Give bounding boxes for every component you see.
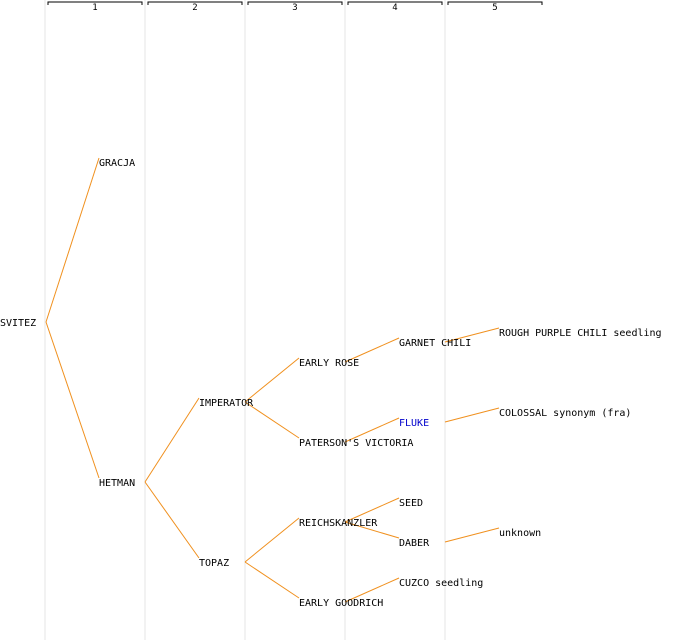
node-label-seed: SEED bbox=[399, 498, 423, 509]
tree-edge bbox=[344, 417, 400, 443]
node-label-unknown: unknown bbox=[499, 528, 541, 539]
node-label-fluke[interactable]: FLUKE bbox=[399, 418, 429, 429]
node-label-rough-purple-chili: ROUGH PURPLE CHILI seedling bbox=[499, 328, 662, 339]
tree-edge bbox=[244, 357, 300, 403]
tree-edges bbox=[45, 157, 500, 603]
column-header-number: 5 bbox=[492, 3, 497, 13]
tree-edge bbox=[344, 577, 400, 603]
node-label-gracja: GRACJA bbox=[99, 158, 135, 169]
tree-edge bbox=[144, 397, 200, 483]
column-header-number: 2 bbox=[192, 3, 197, 13]
column-header-number: 3 bbox=[292, 3, 297, 13]
tree-edge bbox=[45, 157, 100, 323]
tree-edge bbox=[444, 327, 500, 343]
node-label-patersons-victoria: PATERSON'S VICTORIA bbox=[299, 438, 413, 449]
column-header-number: 1 bbox=[92, 3, 97, 13]
tree-edge bbox=[244, 517, 300, 563]
tree-edge bbox=[444, 407, 500, 423]
node-label-svitez: SVITEZ bbox=[0, 318, 36, 329]
tree-edge bbox=[344, 521, 400, 539]
tree-edge bbox=[344, 337, 400, 363]
column-header-bracket bbox=[247, 1, 343, 5]
column-header-bracket bbox=[447, 1, 543, 5]
tree-edge bbox=[144, 481, 200, 559]
tree-edge bbox=[244, 401, 300, 439]
node-label-imperator: IMPERATOR bbox=[199, 398, 254, 409]
node-label-topaz: TOPAZ bbox=[199, 558, 229, 569]
node-label-garnet-chili: GARNET CHILI bbox=[399, 338, 471, 349]
tree-edge bbox=[444, 527, 500, 543]
column-header-bracket bbox=[347, 1, 443, 5]
tree-node-labels: SVITEZ GRACJA HETMAN IMPERATOR TOPAZ EARLY RO… bbox=[0, 158, 662, 609]
node-label-daber: DABER bbox=[399, 538, 430, 549]
node-label-reichskanzler: REICHSKANZLER bbox=[299, 518, 378, 529]
tree-edge bbox=[344, 497, 400, 523]
node-label-hetman: HETMAN bbox=[99, 478, 135, 489]
node-label-cuzco-seedling: CUZCO seedling bbox=[399, 578, 483, 589]
column-header-bracket bbox=[147, 1, 243, 5]
generation-headers: 1 2 3 4 5 bbox=[47, 1, 543, 13]
node-label-early-rose: EARLY ROSE bbox=[299, 358, 359, 369]
column-guides bbox=[44, 0, 446, 640]
node-label-early-goodrich: EARLY GOODRICH bbox=[299, 598, 383, 609]
node-label-colossal: COLOSSAL synonym (fra) bbox=[499, 408, 631, 419]
tree-edge bbox=[244, 561, 300, 599]
tree-edge bbox=[45, 321, 100, 479]
column-header-number: 4 bbox=[392, 3, 397, 13]
column-header-bracket bbox=[47, 1, 143, 5]
